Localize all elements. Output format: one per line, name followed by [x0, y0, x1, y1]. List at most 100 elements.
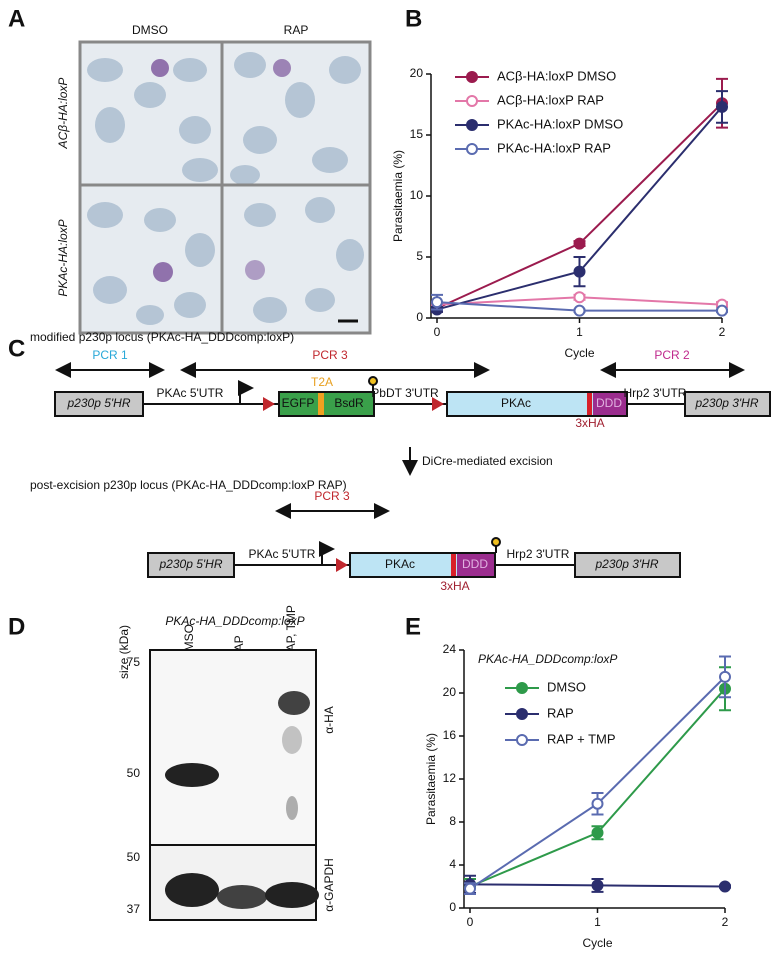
pcr-label: PCR 1 — [92, 348, 128, 362]
ha-tag — [587, 393, 592, 415]
series-line — [469, 688, 726, 888]
pcr-label: PCR 2 — [654, 348, 690, 362]
hr-box — [54, 391, 144, 417]
micrograph-grid — [78, 40, 372, 335]
element-label: PKAc — [385, 557, 415, 571]
legend-marker — [516, 682, 528, 694]
legend-marker — [466, 143, 478, 155]
x-tick-label: 0 — [467, 915, 474, 929]
y-tick-label: 15 — [410, 127, 424, 141]
panel-letter: E — [405, 613, 421, 640]
data-point — [591, 826, 604, 839]
blot-title: PKAc-HA_DDDcomp:loxP — [165, 614, 304, 628]
element-label: PbDT 3'UTR — [371, 386, 439, 400]
element-label: PKAc — [501, 396, 531, 410]
antibody-label: α-GAPDH — [322, 858, 336, 912]
loxp — [432, 397, 444, 411]
egfp-bsdr-box — [278, 391, 375, 417]
legend-marker — [466, 71, 478, 83]
y-tick-label: 20 — [410, 66, 424, 80]
data-point — [591, 797, 604, 810]
t2a — [318, 393, 324, 415]
promoter-arrow — [238, 380, 254, 404]
panel-letter: B — [405, 5, 422, 32]
legend-label: PKAc-HA:loxP DMSO — [497, 116, 623, 131]
pcr-label: PCR 3 — [312, 348, 348, 362]
data-point — [464, 882, 476, 895]
ha-tag — [451, 554, 456, 576]
legend-marker — [516, 708, 528, 720]
excision-label: DiCre-mediated excision — [422, 454, 553, 468]
element-label: Hrp2 3'UTR — [507, 547, 570, 561]
legend-label: PKAc-HA:loxP RAP — [497, 140, 611, 155]
blot-top — [149, 649, 317, 846]
legend-label: ACβ-HA:loxP DMSO — [497, 68, 616, 83]
column-label: RAP — [284, 23, 309, 37]
y-axis-label: Parasitaemia (%) — [391, 150, 405, 242]
data-point — [573, 291, 586, 304]
antibody-label: α-HA — [322, 706, 336, 734]
element-label: Hrp2 3'UTR — [624, 386, 687, 400]
diagram-title: modified p230p locus (PKAc-HA_DDDcomp:lo… — [30, 330, 294, 344]
data-point — [591, 879, 604, 892]
element-label: EGFP — [282, 396, 315, 410]
legend-label: DMSO — [547, 679, 586, 694]
diagram-title: post-excision p230p locus (PKAc-HA_DDDco… — [30, 478, 347, 492]
y-axis-label: Parasitaemia (%) — [424, 733, 438, 825]
x-axis-label: Cycle — [582, 936, 612, 950]
row-label: ACβ-HA:loxP — [56, 78, 70, 150]
lane-label: RAP, TMP — [284, 605, 298, 660]
parasites — [151, 59, 291, 282]
legend-label: ACβ-HA:loxP RAP — [497, 92, 604, 107]
y-tick-label: 20 — [443, 685, 457, 699]
x-tick-label: 0 — [434, 325, 441, 339]
pcr-label: PCR 3 — [314, 489, 350, 503]
data-point — [431, 296, 443, 309]
marker-label: 50 — [127, 850, 141, 864]
lollipop — [368, 376, 378, 386]
ddd — [457, 554, 494, 576]
y-tick-label: 8 — [449, 814, 456, 828]
promoter-arrow — [319, 541, 335, 565]
element-label: p230p 5'HR — [67, 396, 131, 410]
chart-subtitle: PKAc-HA_DDDcomp:loxP — [478, 652, 617, 666]
loxp — [336, 558, 348, 572]
element-label: p230p 5'HR — [159, 557, 223, 571]
marker-label: 37 — [127, 902, 141, 916]
legend-label: RAP — [547, 705, 574, 720]
panel-letter: D — [8, 613, 25, 640]
legend-label: RAP + TMP — [547, 731, 616, 746]
panel-letter: C — [8, 335, 25, 362]
data-point — [719, 880, 731, 893]
data-point — [573, 304, 586, 317]
y-tick-label: 4 — [449, 857, 456, 871]
element-label: PKAc 5'UTR — [249, 547, 316, 561]
panel-letter: A — [8, 5, 25, 32]
element-label: BsdR — [334, 396, 364, 410]
y-tick-label: 5 — [416, 249, 423, 263]
marker-label: 75 — [127, 655, 141, 669]
element-label: PKAc 5'UTR — [157, 386, 224, 400]
y-tick-label: 12 — [443, 771, 457, 785]
bands — [165, 691, 319, 909]
micrograph-frame — [78, 40, 372, 335]
lollipop — [491, 537, 501, 547]
x-tick-label: 1 — [594, 915, 601, 929]
element-label: DDD — [462, 557, 488, 571]
y-tick-label: 10 — [410, 188, 424, 202]
x-tick-label: 2 — [719, 325, 726, 339]
element-label: DDD — [596, 396, 622, 410]
data-point — [719, 670, 731, 683]
x-axis-label: Cycle — [564, 346, 594, 360]
loxp — [263, 397, 275, 411]
element-label: 3xHA — [575, 416, 604, 430]
element-label: p230p 3'HR — [595, 557, 659, 571]
y-tick-label: 16 — [443, 728, 457, 742]
x-tick-label: 1 — [576, 325, 583, 339]
x-tick-label: 2 — [722, 915, 729, 929]
cells — [87, 52, 364, 325]
series-line — [469, 676, 726, 890]
hr-box — [684, 391, 771, 417]
legend-marker — [466, 119, 478, 131]
